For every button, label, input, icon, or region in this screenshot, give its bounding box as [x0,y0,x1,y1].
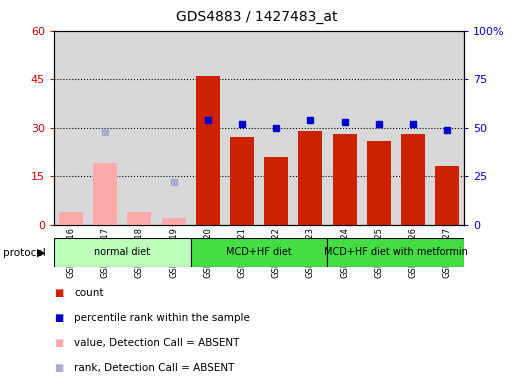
Bar [299,131,322,225]
Bar [191,238,327,267]
Bar [54,31,88,225]
Text: MCD+HF diet with metformin: MCD+HF diet with metformin [324,247,468,258]
Bar [396,31,430,225]
Text: protocol: protocol [3,248,45,258]
Text: MCD+HF diet: MCD+HF diet [226,247,292,258]
Bar [332,134,357,225]
Bar [122,31,156,225]
Bar [367,141,391,225]
Bar [225,31,259,225]
Text: ▶: ▶ [37,248,46,258]
Bar [127,212,151,225]
Bar [162,218,186,225]
Bar [191,31,225,225]
Bar [259,31,293,225]
Bar [93,163,117,225]
Text: ■: ■ [54,338,63,348]
Text: ■: ■ [54,288,63,298]
Text: GDS4883 / 1427483_at: GDS4883 / 1427483_at [176,10,337,23]
Text: rank, Detection Call = ABSENT: rank, Detection Call = ABSENT [74,362,235,373]
Bar [196,76,220,225]
Bar [293,31,327,225]
Text: percentile rank within the sample: percentile rank within the sample [74,313,250,323]
Bar [59,212,83,225]
Bar [362,31,396,225]
Bar [156,31,191,225]
Bar [401,134,425,225]
Bar [230,137,254,225]
Bar [264,157,288,225]
Text: count: count [74,288,104,298]
Bar [327,31,362,225]
Bar [435,167,459,225]
Text: ■: ■ [54,362,63,373]
Text: normal diet: normal diet [94,247,150,258]
Bar [327,238,464,267]
Bar [430,31,464,225]
Bar [88,31,122,225]
Text: value, Detection Call = ABSENT: value, Detection Call = ABSENT [74,338,240,348]
Bar [54,238,191,267]
Text: ■: ■ [54,313,63,323]
